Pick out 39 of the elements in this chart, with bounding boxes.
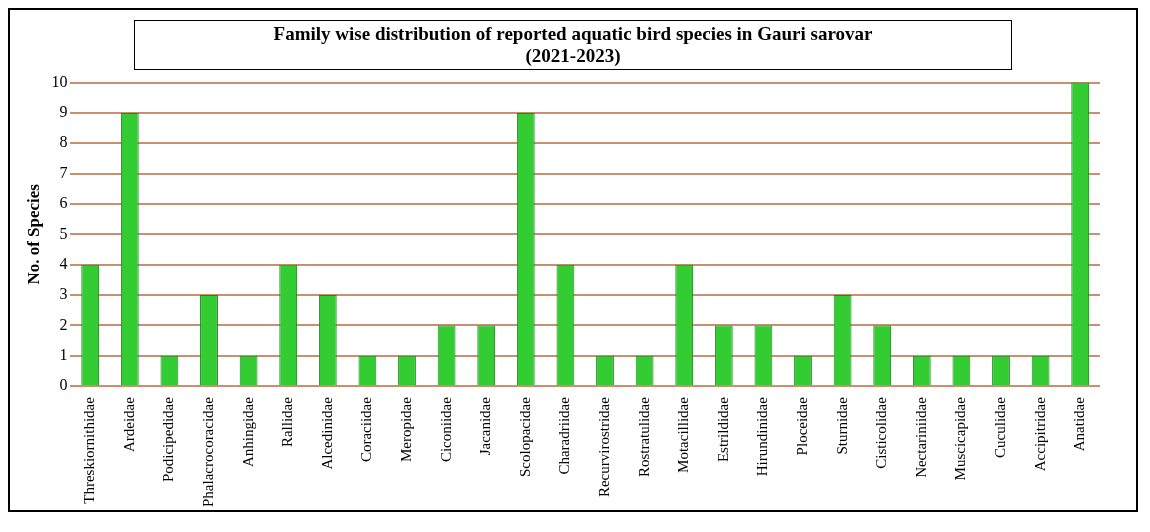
x-tick-label: Muscicapidae <box>952 396 969 481</box>
y-tick-label: 10 <box>51 72 68 90</box>
y-tick-label: 8 <box>59 133 68 151</box>
y-tick-label: 1 <box>59 345 68 363</box>
x-tick-label: Phalacrocoracidae <box>199 396 216 508</box>
y-tick-label: 4 <box>59 254 68 272</box>
y-tick-label: 2 <box>59 315 68 333</box>
x-tick-label: Meropidae <box>397 396 414 463</box>
y-axis-title: No. of Species <box>23 183 43 285</box>
chart-title: Family wise distribution of reported aquatic bird species in Gauri sarovar (2021-2023) <box>134 20 1012 70</box>
x-tick-label: Jacanidae <box>477 396 494 456</box>
x-tick-label: Podicipedidae <box>160 396 177 483</box>
y-tick-label: 6 <box>59 194 68 212</box>
x-tick-label: Sturnidae <box>833 396 850 455</box>
y-tick-label: 0 <box>59 376 68 394</box>
x-tick-label: Scolopacidae <box>516 396 533 478</box>
x-tick-label: Threskiornithidae <box>81 396 98 504</box>
x-tick-label: Ploceidae <box>793 396 810 456</box>
x-tick-label: Accipitridae <box>1031 396 1048 472</box>
x-tick-label: Ardeidae <box>120 396 137 453</box>
x-tick-label: Anatidae <box>1071 396 1088 452</box>
x-tick-label: Recurvirostridae <box>595 396 612 498</box>
x-tick-label: Alcedinidae <box>318 396 335 470</box>
x-tick-label: Rallidae <box>279 396 296 448</box>
x-tick-label: Cuculidae <box>991 396 1008 458</box>
x-tick-label: Charadriidae <box>556 396 573 475</box>
x-tick-label: Rostratulidae <box>635 396 652 478</box>
y-tick-label: 7 <box>59 163 68 181</box>
x-tick-label: Motacillidae <box>675 396 692 473</box>
x-tick-label: Nectariniidae <box>912 396 929 478</box>
x-tick-label: Coraciidae <box>358 396 375 463</box>
x-tick-label: Ciconiidae <box>437 396 454 463</box>
x-tick-label: Cisticolidae <box>873 396 890 469</box>
x-tick-label: Hirundinidae <box>754 396 771 477</box>
y-tick-label: 3 <box>59 285 68 303</box>
y-tick-label: 5 <box>59 224 68 242</box>
x-tick-label: Anhingidae <box>239 396 256 468</box>
y-tick-label: 9 <box>59 103 68 121</box>
x-tick-label: Estrildidae <box>714 396 731 463</box>
